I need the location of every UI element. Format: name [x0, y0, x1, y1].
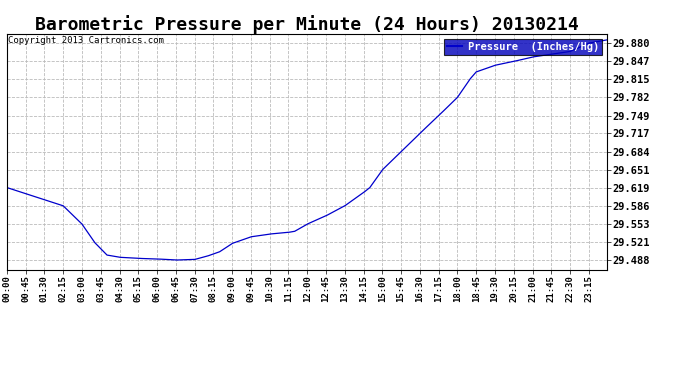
Text: Copyright 2013 Cartronics.com: Copyright 2013 Cartronics.com [8, 36, 164, 45]
Legend: Pressure  (Inches/Hg): Pressure (Inches/Hg) [444, 39, 602, 55]
Title: Barometric Pressure per Minute (24 Hours) 20130214: Barometric Pressure per Minute (24 Hours… [35, 15, 579, 34]
